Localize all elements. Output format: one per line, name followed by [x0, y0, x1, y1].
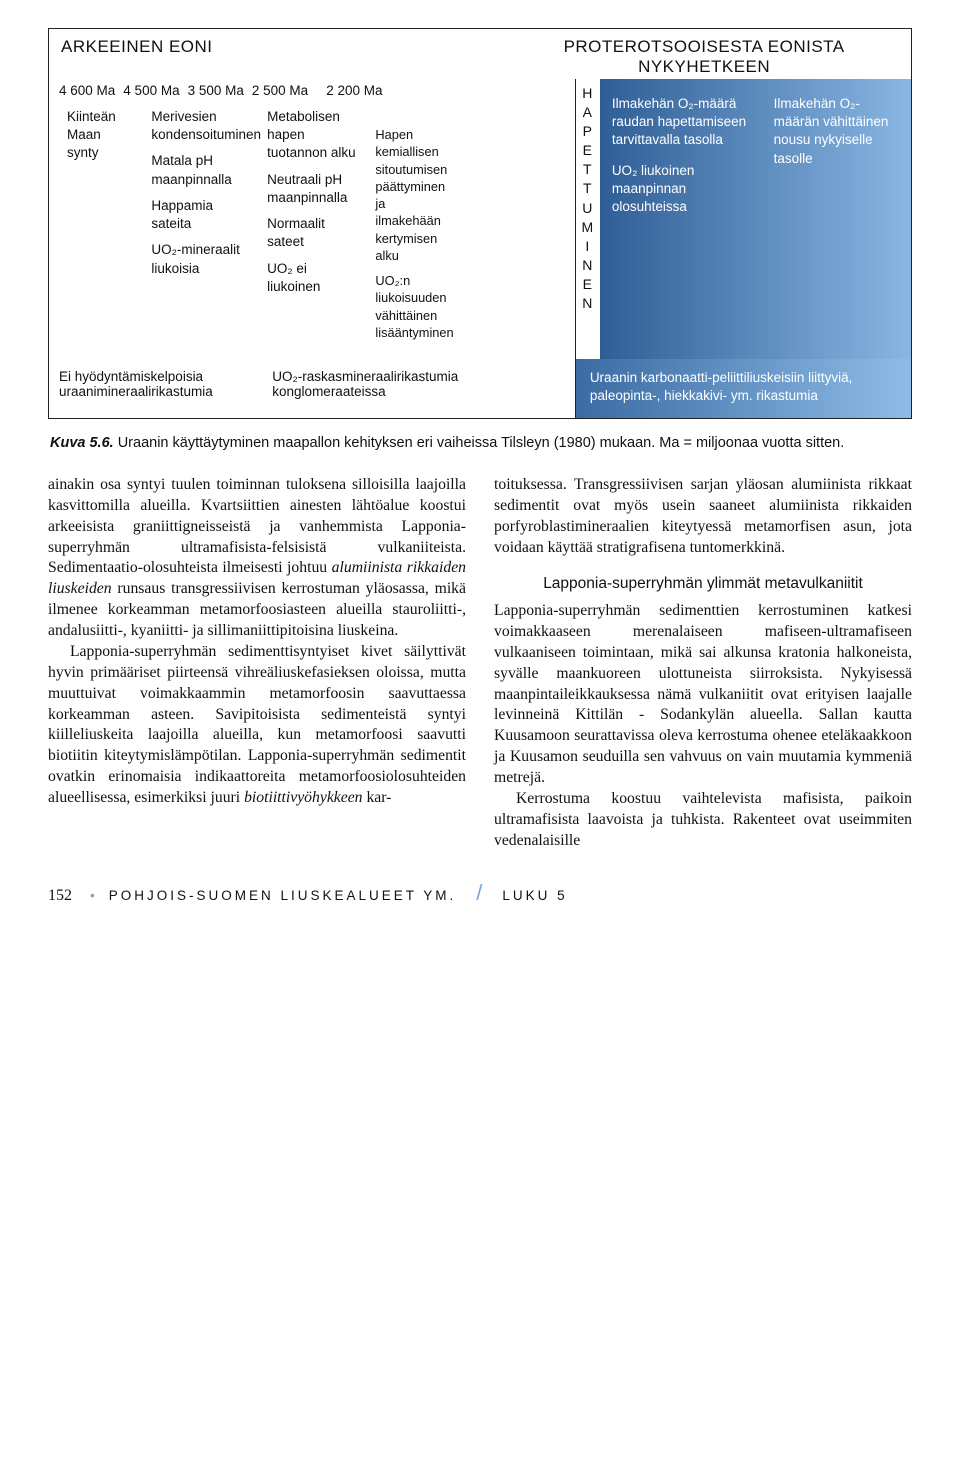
figure-columns: Kiinteän Maan synty Merivesien kondensoi…	[49, 104, 575, 359]
b1-p2: UO₂ liukoinen maanpinnan olosuhteissa	[612, 162, 752, 217]
right-p2: Lapponia-superryhmän sedimenttien kerros…	[494, 601, 912, 789]
body-col-left: ainakin osa syntyi tuulen toiminnan tulo…	[48, 475, 466, 852]
col-5-spacer	[462, 104, 575, 359]
bottom-left: Ei hyödyntämiskelpoisia uraanimineraalir…	[49, 359, 575, 417]
figure-right-block: HAPETTUMINEN Ilmakehän O₂-määrä raudan h…	[575, 79, 911, 359]
c2-p4: UO₂-mineraalit liukoisia	[151, 241, 251, 277]
figure-body: 4 600 Ma 4 500 Ma 3 500 Ma 2 500 Ma 2 20…	[49, 79, 911, 359]
left-p2: Lapponia-superryhmän sedimenttisyntyiset…	[48, 642, 466, 809]
left-p1: ainakin osa syntyi tuulen toiminnan tulo…	[48, 475, 466, 642]
timeline-1: 4 500 Ma	[123, 83, 179, 98]
figure-caption: Kuva 5.6. Uraanin käyttäytyminen maapall…	[50, 433, 910, 453]
bottom-left-b: UO₂-raskasmineraalirikastumia konglomera…	[272, 369, 567, 403]
subheading-metavulkaniitit: Lapponia-superryhmän ylimmät metavulkani…	[494, 574, 912, 595]
page-footer: 152 • POHJOIS-SUOMEN LIUSKEALUEET YM. / …	[48, 880, 912, 906]
timeline-2: 3 500 Ma	[188, 83, 244, 98]
c3-p1: Metabolisen hapen tuotannon alku	[267, 108, 359, 163]
caption-label: Kuva 5.6.	[50, 435, 114, 451]
col-1: Kiinteän Maan synty	[49, 104, 143, 359]
right-p3: Kerrostuma koostuu vaihtelevista mafisis…	[494, 789, 912, 852]
c3-p4: UO₂ ei liukoinen	[267, 260, 359, 296]
header-proterozoic: PROTEROTSOOISESTA EONISTA NYKYHETKEEN	[497, 29, 911, 79]
header-archaean: ARKEEINEN EONI	[49, 29, 497, 79]
b2-p1: Ilmakehän O₂-määrän vähittäinen nousu ny…	[774, 95, 901, 168]
c1-p1: Kiinteän Maan synty	[67, 108, 135, 163]
c4-p2: UO₂:n liukoisuuden vähittäinen lisääntym…	[375, 272, 453, 341]
right-p1: toituksessa. Transgressiivisen sarjan yl…	[494, 475, 912, 559]
timeline-4: 2 200 Ma	[326, 83, 382, 98]
figure-left-block: 4 600 Ma 4 500 Ma 3 500 Ma 2 500 Ma 2 20…	[49, 79, 575, 359]
timeline-3: 2 500 Ma	[252, 83, 308, 98]
bottom-right: Uraanin karbonaatti-peliittiliuskeisiin …	[575, 359, 911, 417]
c3-p3: Normaalit sateet	[267, 215, 359, 251]
c4-p1: Hapen kemiallisen sitoutumisen päättymin…	[375, 126, 453, 264]
caption-text: Uraanin käyttäytyminen maapallon kehityk…	[114, 435, 845, 451]
c2-p3: Happamia sateita	[151, 197, 251, 233]
page-number: 152	[48, 887, 72, 905]
footer-title: POHJOIS-SUOMEN LIUSKEALUEET YM.	[109, 888, 457, 903]
col-3: Metabolisen hapen tuotannon alku Neutraa…	[259, 104, 367, 359]
figure-header-row: ARKEEINEN EONI PROTEROTSOOISESTA EONISTA…	[49, 29, 911, 79]
timeline-0: 4 600 Ma	[59, 83, 115, 98]
vertical-hapettuminen: HAPETTUMINEN	[576, 79, 600, 359]
col-4: Hapen kemiallisen sitoutumisen päättymin…	[367, 104, 461, 359]
bottom-left-a: Ei hyödyntämiskelpoisia uraanimineraalir…	[59, 369, 272, 403]
figure-bottom-row: Ei hyödyntämiskelpoisia uraanimineraalir…	[49, 359, 911, 417]
c2-p2: Matala pH maanpinnalla	[151, 152, 251, 188]
b1-p1: Ilmakehän O₂-määrä raudan hapettamiseen …	[612, 95, 752, 150]
c2-p1: Merivesien kondensoituminen	[151, 108, 251, 144]
blue-col-1: Ilmakehän O₂-määrä raudan hapettamiseen …	[600, 79, 762, 359]
timeline-row: 4 600 Ma 4 500 Ma 3 500 Ma 2 500 Ma 2 20…	[49, 79, 575, 104]
col-2: Merivesien kondensoituminen Matala pH ma…	[143, 104, 259, 359]
c3-p2: Neutraali pH maanpinnalla	[267, 171, 359, 207]
header-proterozoic-l2: NYKYHETKEEN	[509, 57, 899, 77]
footer-chapter: LUKU 5	[502, 888, 567, 903]
header-proterozoic-l1: PROTEROTSOOISESTA EONISTA	[564, 37, 845, 56]
footer-dot-icon: •	[90, 888, 95, 903]
footer-slash-icon: /	[470, 880, 488, 906]
body-columns: ainakin osa syntyi tuulen toiminnan tulo…	[48, 475, 912, 852]
blue-col-2: Ilmakehän O₂-määrän vähittäinen nousu ny…	[762, 79, 911, 359]
blue-upper: Ilmakehän O₂-määrä raudan hapettamiseen …	[600, 79, 911, 359]
body-col-right: toituksessa. Transgressiivisen sarjan yl…	[494, 475, 912, 852]
figure-uranium-timeline: ARKEEINEN EONI PROTEROTSOOISESTA EONISTA…	[48, 28, 912, 419]
